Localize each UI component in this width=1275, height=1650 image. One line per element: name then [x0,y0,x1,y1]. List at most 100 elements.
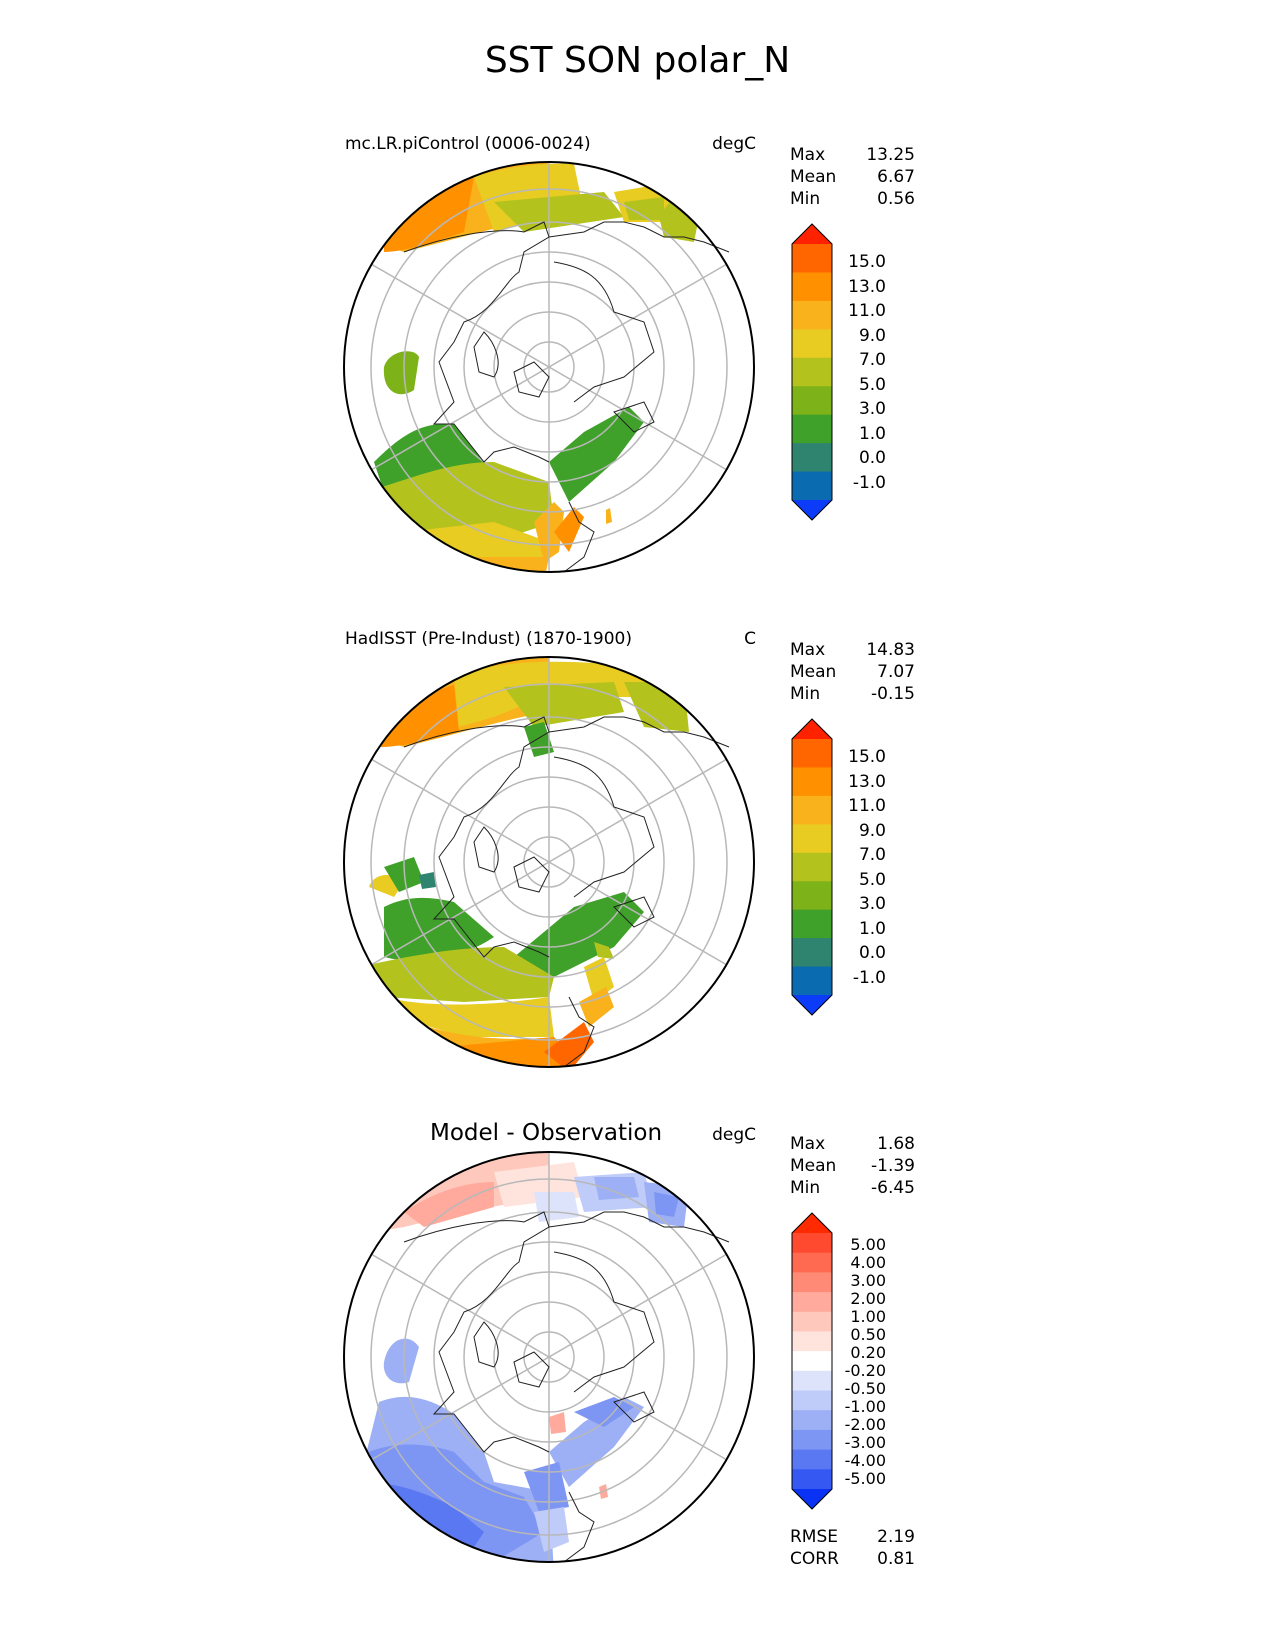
tick-label: 1.0 [858,918,886,939]
ocean-field [624,197,664,220]
colorbar-bin [792,471,832,501]
stat-value: -6.45 [871,1178,915,1198]
stat-value: 14.83 [866,640,915,660]
colorbar-extend-max [792,719,832,739]
tick-label: 9.0 [858,820,886,841]
panel2-units: C [744,629,756,649]
ocean-field [494,192,624,232]
ocean-field [444,1037,574,1067]
colorbar-bin [792,244,832,273]
tick-label: 0.0 [858,943,886,963]
panel3-metrics: RMSE 2.19 CORR 0.81 [790,1526,915,1570]
panel3-colorbar [791,1212,833,1510]
colorbar-bin [792,300,832,330]
tick-label: -4.00 [844,1451,886,1470]
ocean-field [384,997,554,1037]
tick-label: 15.0 [848,252,886,272]
colorbar-bin [792,272,832,302]
panel1-left-title: mc.LR.piControl (0006-0024) [345,134,591,154]
colorbar-bin [792,1429,832,1451]
panel3-units: degC [712,1125,756,1145]
tick-label: 5.0 [858,374,886,395]
colorbar-bin [792,386,832,416]
panel3-title: Model - Observation [430,1120,663,1146]
stat-label: Min [790,684,821,704]
tick-label: -3.00 [844,1433,886,1452]
colorbar-bin [792,767,832,797]
graticule [370,162,728,572]
tick-label: 1.00 [850,1307,886,1326]
map-border [343,656,755,1068]
ocean-field [606,508,612,524]
metric-label: CORR [790,1549,839,1569]
ocean-field [504,682,624,727]
tick-label: 7.0 [858,350,886,370]
graticule [370,657,728,1067]
colorbar-bin [792,1252,832,1273]
tick-label: -5.00 [844,1469,886,1488]
colorbar-extend-min [792,500,832,520]
colorbar-bin [792,329,832,359]
ocean-field [454,557,549,572]
ocean-field [419,872,436,889]
map-border [343,1151,755,1563]
stat-value: 0.56 [877,189,915,209]
stat-label: Min [790,1178,821,1198]
ocean-field [624,682,689,732]
stat-label: Max [790,145,826,165]
stat-label: Mean [790,662,837,682]
diff-field [594,1177,639,1200]
colorbar-bin [792,881,832,911]
coastlines [403,221,730,573]
tick-label: 0.0 [858,448,886,468]
colorbar-bin [792,852,832,882]
colorbar-bin [792,739,832,768]
panel3-colorbar-ticks: 5.00 4.00 3.00 2.00 1.00 0.50 0.20 -0.20… [838,1236,886,1488]
tick-label: -1.0 [852,472,886,493]
tick-label: 3.0 [858,399,886,419]
tick-label: 3.00 [850,1271,886,1290]
tick-label: 0.20 [850,1343,886,1362]
tick-label: 1.0 [858,423,886,444]
colorbar-bin [792,1233,832,1254]
colorbar-extend-max [792,1213,832,1233]
metric-value: 0.81 [877,1549,915,1569]
map-border [343,161,755,573]
stat-label: Max [790,1134,826,1154]
colorbar-bin [792,966,832,996]
panel2-colorbar [791,718,833,1016]
colorbar-bin [792,795,832,825]
tick-label: 9.0 [858,325,886,346]
ocean-field [579,987,614,1027]
tick-label: 7.0 [858,845,886,865]
colorbar-bin [792,357,832,387]
tick-label: -0.20 [844,1361,886,1380]
colorbar-bin [792,1469,832,1490]
ocean-field [544,1022,594,1067]
colorbar-bin [792,1272,832,1293]
stat-value: 13.25 [866,145,915,165]
colorbar-extend-max [792,224,832,244]
tick-label: 13.0 [848,771,886,792]
stat-value: 1.68 [877,1134,915,1154]
panel1-stats: Max 13.25 Mean 6.67 Min 0.56 [790,144,915,210]
panel1-map [343,161,755,573]
tick-label: 4.00 [850,1253,886,1272]
colorbar-bin [792,1351,832,1372]
colorbar-extend-min [792,1489,832,1509]
ocean-field [594,942,614,959]
colorbar-bin [792,1311,832,1332]
colorbar-bin [792,1292,832,1313]
stat-label: Min [790,189,821,209]
tick-label: -1.0 [852,967,886,988]
ocean-field [384,897,494,961]
colorbar-bin [792,414,832,444]
panel3-map [343,1151,755,1563]
panel2-stats: Max 14.83 Mean 7.07 Min -0.15 [790,639,915,705]
tick-label: 2.00 [850,1289,886,1308]
diff-field [534,1192,579,1222]
ocean-field [554,507,584,552]
colorbar-bin [792,1390,832,1411]
diff-field [404,1182,494,1227]
diff-field [383,1338,419,1384]
